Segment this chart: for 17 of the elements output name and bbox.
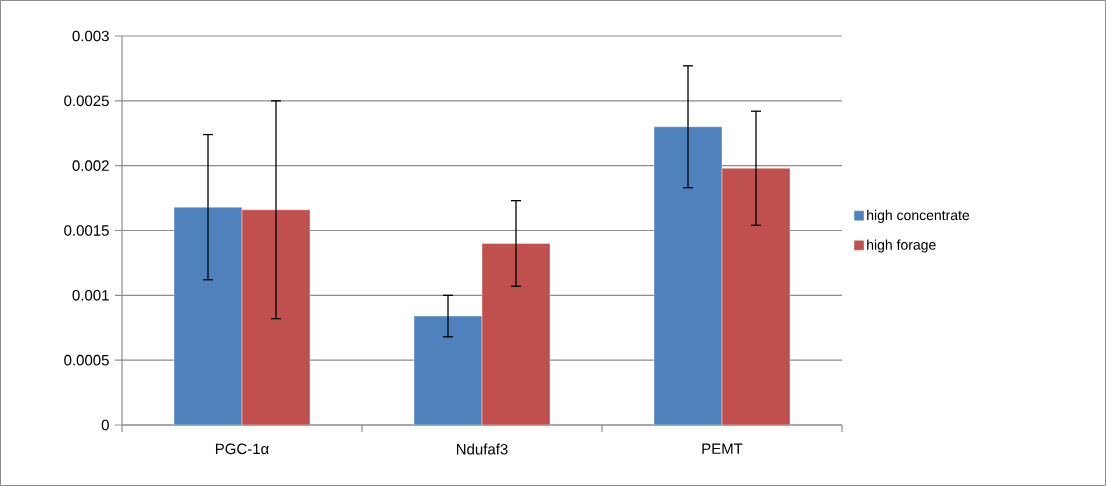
y-tick-label: 0.002	[72, 160, 109, 171]
bar	[481, 243, 551, 425]
y-tick-label: 0.0015	[64, 225, 109, 236]
y-tick-label: 0.0025	[64, 95, 109, 107]
legend-label: high concentrate	[867, 209, 970, 223]
bar	[413, 315, 483, 425]
y-tick-label: 0.001	[72, 290, 109, 301]
bar	[653, 126, 723, 425]
y-tick-label: 0	[101, 419, 109, 431]
bar	[721, 168, 791, 425]
x-tick-label: PGC-1α	[215, 443, 269, 455]
y-tick-label: 0.0005	[64, 354, 109, 366]
x-tick-label: Ndufaf3	[456, 443, 508, 455]
y-tick-label: 0.003	[72, 30, 109, 42]
legend-label: high forage	[867, 239, 936, 253]
bar	[173, 206, 243, 425]
x-tick-label: PEMT	[702, 443, 743, 454]
